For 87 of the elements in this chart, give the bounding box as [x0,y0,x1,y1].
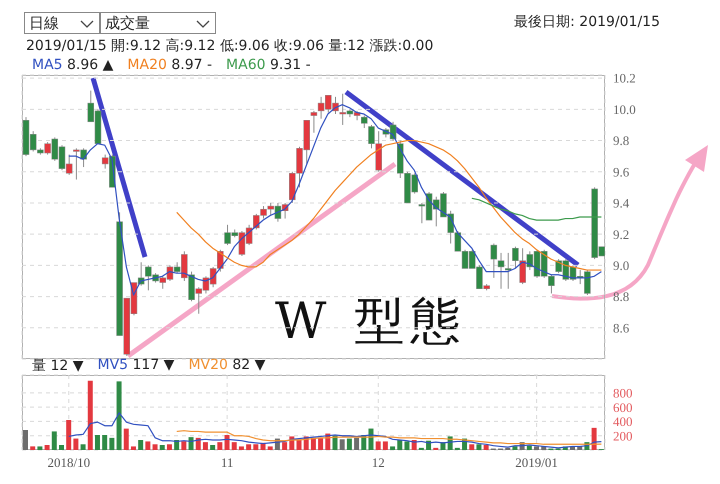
candlestick [504,252,512,290]
bar [346,438,352,450]
bar [188,437,194,450]
y-tick-label: 8.8 [613,289,630,304]
bar [340,439,345,450]
bar [52,431,57,450]
annotation: W 型態 [275,291,466,352]
bar [318,438,324,450]
bar [246,444,252,450]
y-tick-label: 400 [613,414,632,430]
bar [138,440,144,450]
x-tick-label: 11 [220,455,234,470]
line-series [176,140,602,271]
bar [534,446,540,450]
bar [80,444,86,450]
bar [116,381,122,450]
text: MA5 8.96 ▲ [32,57,114,73]
bar [232,442,237,450]
candlestick [361,115,368,129]
bar [224,435,230,450]
candlestick [310,110,318,134]
text: 最後日期: 2019/01/15 [514,13,660,31]
bar [37,446,42,450]
bar [66,420,72,450]
bar [145,441,150,450]
bar [354,438,360,450]
bar [210,445,216,450]
bar [238,446,244,450]
y-tick-label: 9.6 [613,164,630,180]
bar [404,441,410,450]
bar [160,445,165,450]
bar [58,445,64,450]
bar [109,438,114,450]
y-tick-label: 200 [613,428,632,444]
y-tick-label: 9.4 [613,196,630,211]
bar [332,436,338,450]
x-tick-label: 2019/01 [515,455,558,470]
dropdown: 成交量 [100,12,216,34]
text: 2019/01/15 開:9.12 高:9.12 低:9.06 收:9.06 量:12 漲跌:0.00 [26,37,434,55]
bar [397,440,402,450]
candlestick [490,243,498,278]
bar [476,444,482,450]
bar [282,442,288,450]
y-tick-label: 9.8 [613,133,630,148]
bar [88,380,93,450]
bar [382,441,388,450]
text: MA20 8.97 - [127,57,212,73]
y-tick-label: 8.6 [613,320,630,336]
bar [23,430,28,450]
bar [217,442,222,450]
bar [268,446,273,450]
y-tick-label: 9.0 [613,258,630,273]
bar [130,446,136,450]
bar [166,444,172,450]
text: MA60 9.31 - [226,57,311,73]
candlestick [498,252,504,290]
bar [181,441,186,450]
bar [124,428,129,450]
bar [202,442,208,450]
bar [526,446,532,450]
x-tick-label: 2018/10 [47,455,90,470]
line-series [176,430,602,445]
bar [73,438,78,450]
line-series [68,412,602,448]
bar [376,441,381,450]
y-tick-label: 10.2 [613,70,636,86]
bar [102,435,108,450]
bar [253,444,258,450]
legend-title: 量 12 ▼ [32,357,84,375]
bar [512,446,518,450]
y-tick-label: 9.2 [613,226,630,242]
bar [44,445,50,450]
text: MV20 82 ▼ [188,357,266,373]
line-series [68,104,602,296]
bar [390,446,396,450]
bar [484,445,489,450]
bar [94,435,100,450]
bar [469,444,474,450]
y-tick-label: 10.0 [613,102,636,117]
bar [30,446,36,450]
dropdown: 日線 [24,12,100,34]
y-tick-label: 600 [613,400,632,415]
x-tick-label: 12 [372,455,385,470]
bar [152,444,158,450]
text: MV5 117 ▼ [97,357,174,373]
y-tick-label: 800 [613,385,632,400]
line-series [471,198,602,221]
